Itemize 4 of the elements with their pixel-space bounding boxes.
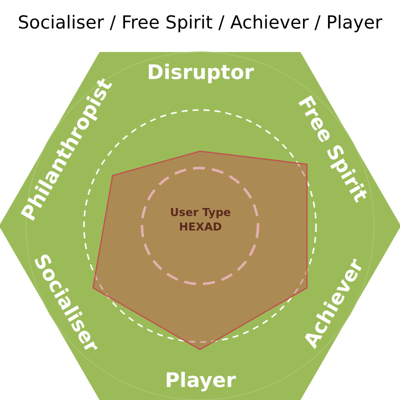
spoke-label: Disruptor [147,60,254,84]
text: User Type HEXAD [170,206,231,234]
spoke-label: Player [165,368,236,392]
chart-title: Socialiser / Free Spirit / Achiever / Player [18,12,383,34]
